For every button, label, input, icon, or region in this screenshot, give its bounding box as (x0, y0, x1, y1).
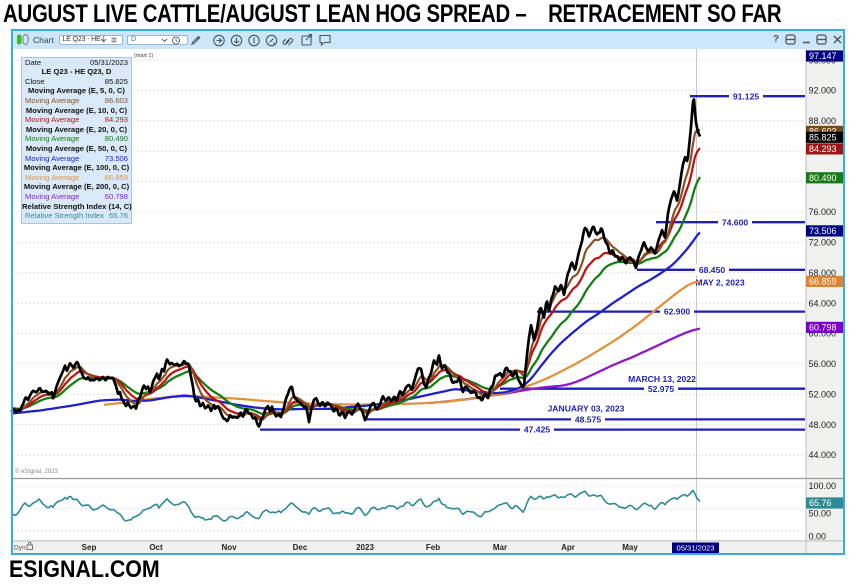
svg-text:97.147: 97.147 (809, 51, 837, 61)
svg-text:74.600: 74.600 (722, 217, 749, 227)
svg-text:62.900: 62.900 (664, 307, 691, 317)
svg-text:May: May (622, 543, 638, 552)
svg-text:85.825: 85.825 (809, 133, 837, 143)
svg-text:52.975: 52.975 (648, 384, 675, 394)
svg-text:Dec: Dec (293, 543, 308, 552)
svg-text:84.293: 84.293 (809, 144, 837, 154)
svg-text:Dyn: Dyn (14, 545, 26, 552)
svg-text:Feb: Feb (426, 543, 440, 552)
svg-text:64.000: 64.000 (809, 298, 837, 308)
svg-text:47.425: 47.425 (524, 425, 551, 435)
svg-text:73.506: 73.506 (809, 226, 837, 236)
svg-text:72.000: 72.000 (809, 238, 837, 248)
svg-text:80.490: 80.490 (809, 173, 837, 183)
svg-text:48.000: 48.000 (809, 420, 837, 430)
svg-text:60.798: 60.798 (809, 323, 837, 333)
svg-text:60.000: 60.000 (809, 329, 837, 339)
svg-text:66.859: 66.859 (809, 277, 837, 287)
svg-text:Nov: Nov (221, 543, 237, 552)
svg-text:MAY 2, 2023: MAY 2, 2023 (695, 278, 744, 288)
svg-text:56.000: 56.000 (809, 359, 837, 369)
svg-text:65.76: 65.76 (809, 498, 832, 508)
svg-text:Oct: Oct (149, 543, 163, 552)
svg-text:86.603: 86.603 (809, 127, 837, 137)
svg-text:Mar: Mar (493, 543, 507, 552)
svg-text:05/31/2023: 05/31/2023 (676, 544, 714, 553)
svg-text:JANUARY 03, 2023: JANUARY 03, 2023 (548, 404, 625, 414)
svg-text:68.000: 68.000 (809, 268, 837, 278)
svg-text:(mart 1): (mart 1) (134, 53, 153, 59)
svg-text:100.00: 100.00 (809, 481, 837, 491)
svg-text:44.000: 44.000 (809, 450, 837, 460)
svg-text:Chart: Chart (33, 35, 54, 45)
svg-text:76.000: 76.000 (809, 207, 837, 217)
svg-text:68.450: 68.450 (699, 265, 726, 275)
svg-text:Sep: Sep (82, 543, 97, 552)
svg-text:52.000: 52.000 (809, 389, 837, 399)
svg-text:92.000: 92.000 (809, 86, 837, 96)
svg-text:48.575: 48.575 (575, 415, 602, 425)
svg-text:50.00: 50.00 (809, 509, 832, 519)
svg-text:© eSignal, 2023: © eSignal, 2023 (15, 468, 58, 475)
svg-text:91.125: 91.125 (733, 91, 760, 101)
svg-text:Apr: Apr (561, 543, 575, 552)
svg-text:88.000: 88.000 (809, 116, 837, 126)
svg-text:MARCH 13, 2022: MARCH 13, 2022 (628, 374, 696, 384)
svg-text:0.00: 0.00 (809, 532, 827, 542)
svg-text:2023: 2023 (356, 543, 374, 552)
